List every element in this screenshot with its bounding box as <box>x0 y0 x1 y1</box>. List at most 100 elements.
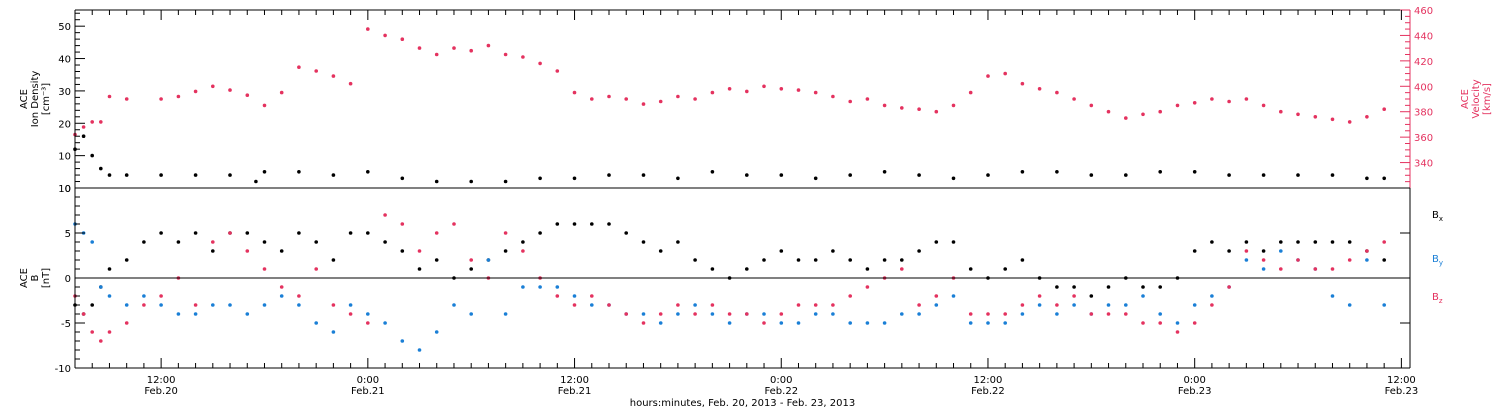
bx-point <box>831 249 835 253</box>
density-point <box>90 153 94 158</box>
bx-point <box>1313 240 1318 244</box>
bz-point <box>383 213 387 217</box>
bz-point <box>159 294 163 298</box>
legend-subscript: x <box>1439 215 1443 223</box>
bx-point <box>951 240 956 244</box>
density-point <box>917 173 921 177</box>
velocity-point <box>572 90 577 95</box>
velocity-point <box>658 99 663 104</box>
bx-point <box>1003 267 1007 271</box>
bz-point <box>572 303 577 307</box>
by-point <box>434 330 439 334</box>
bz-point <box>417 249 422 253</box>
bx-point <box>865 267 870 271</box>
bx-point <box>1330 240 1335 244</box>
bx-point <box>779 249 784 253</box>
density-axis-title-line: Ion Density <box>30 71 41 128</box>
bx-point <box>211 249 215 253</box>
x-tick-date-label: Feb.20 <box>144 386 178 397</box>
bz-point <box>968 312 973 316</box>
by-point <box>331 330 336 334</box>
bz-point <box>400 222 405 226</box>
bx-point <box>142 240 146 244</box>
density-point <box>262 170 267 174</box>
velocity-point <box>813 90 818 95</box>
bz-point <box>1106 312 1111 316</box>
by-point <box>1244 258 1249 262</box>
by-point <box>917 312 921 316</box>
velocity-point <box>900 106 904 110</box>
by-point <box>452 303 456 307</box>
density-point <box>1020 170 1025 174</box>
by-point <box>538 285 542 289</box>
by-point <box>1003 321 1007 325</box>
velocity-point <box>383 33 387 38</box>
density-point <box>366 170 370 174</box>
density-point <box>745 173 749 177</box>
velocity-point <box>262 103 267 108</box>
velocity-point <box>366 27 370 31</box>
density-point <box>400 176 405 181</box>
velocity-point <box>1106 109 1111 114</box>
bz-point <box>1020 303 1025 307</box>
bz-point <box>81 312 86 316</box>
bx-point <box>607 222 611 226</box>
velocity-point <box>521 55 525 59</box>
density-point <box>1382 176 1386 181</box>
velocity-tick-label: 340 <box>1414 159 1433 170</box>
by-point <box>142 294 146 298</box>
legend-entry-By: By <box>1432 254 1443 267</box>
bx-point <box>538 231 542 235</box>
b-tick-label: 5 <box>65 229 71 240</box>
bx-point <box>624 231 628 235</box>
velocity-tick-label: 420 <box>1414 57 1433 68</box>
velocity-point <box>986 74 990 78</box>
bz-point <box>762 321 766 325</box>
density-point <box>469 179 474 184</box>
velocity-point <box>693 97 697 101</box>
bz-point <box>193 303 198 307</box>
density-point <box>882 170 887 174</box>
bx-point <box>813 258 818 262</box>
velocity-point <box>865 97 870 101</box>
x-tick-time-label: 12:00 <box>1387 375 1416 386</box>
bx-point <box>331 258 336 262</box>
bx-point <box>745 267 749 271</box>
bx-point <box>1279 240 1283 244</box>
by-point <box>1192 303 1197 307</box>
bx-point <box>1072 285 1076 289</box>
bz-point <box>1055 303 1059 307</box>
velocity-point <box>193 89 198 94</box>
velocity-point <box>1365 115 1369 119</box>
bx-point <box>658 249 663 253</box>
velocity-point <box>1347 120 1352 124</box>
velocity-point <box>882 103 887 108</box>
density-point <box>1158 170 1162 174</box>
density-point <box>676 176 680 181</box>
bz-point <box>1330 267 1335 271</box>
bz-point <box>1192 321 1197 325</box>
velocity-point <box>1244 97 1249 101</box>
bz-point <box>917 303 921 307</box>
by-point <box>831 312 835 316</box>
velocity-axis-title: ACE Velocity [km/s] <box>1460 79 1493 118</box>
velocity-point <box>348 81 353 86</box>
x-tick-time-label: 0:00 <box>357 375 379 386</box>
bz-point <box>90 330 94 334</box>
by-point <box>590 303 594 307</box>
bz-point <box>331 303 336 307</box>
bz-point <box>1313 267 1318 271</box>
bz-point <box>607 303 611 307</box>
x-tick-date-label: Feb.23 <box>1178 386 1212 397</box>
density-point <box>228 173 232 177</box>
density-point <box>607 173 611 177</box>
velocity-tick-label: 400 <box>1414 82 1433 93</box>
velocity-point <box>159 97 163 101</box>
bz-point <box>1365 249 1369 253</box>
by-point <box>555 285 560 289</box>
by-point <box>1158 312 1162 316</box>
density-point <box>1055 170 1059 174</box>
by-point <box>279 294 284 298</box>
velocity-point <box>796 88 801 92</box>
velocity-point <box>90 120 94 124</box>
